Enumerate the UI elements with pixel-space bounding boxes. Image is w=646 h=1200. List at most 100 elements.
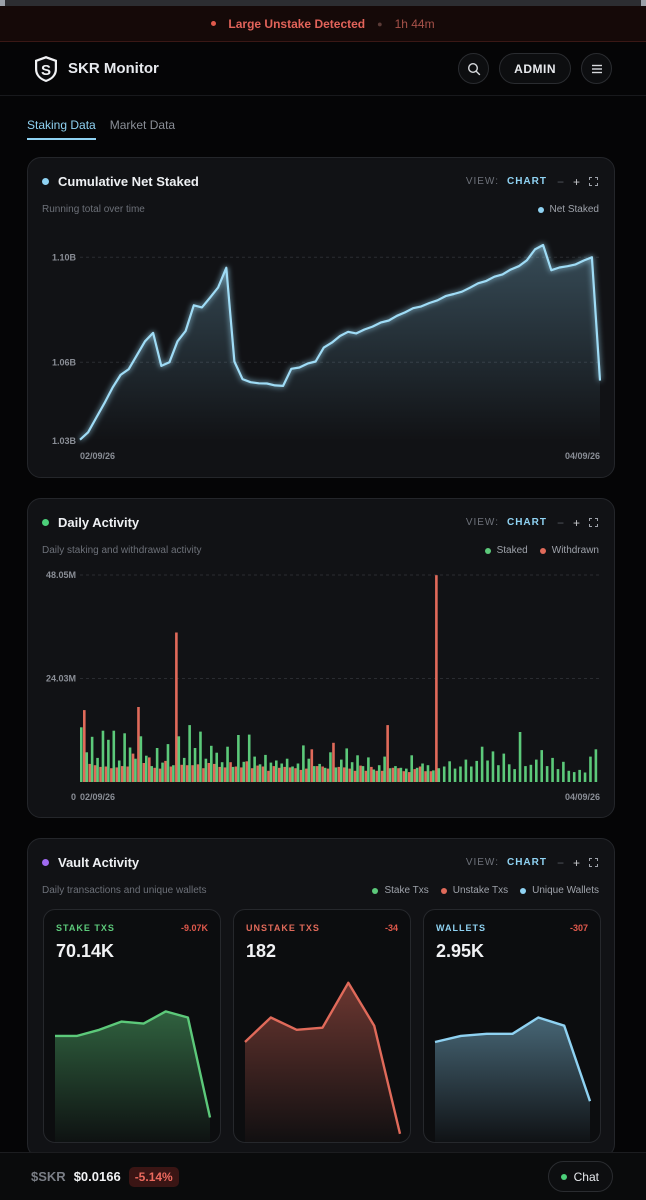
staked-bar bbox=[117, 760, 121, 782]
legend-swatch bbox=[440, 887, 447, 894]
staked-bar bbox=[204, 758, 208, 782]
withdrawn-bar bbox=[88, 763, 92, 782]
zoom-in-button[interactable]: + bbox=[572, 855, 581, 870]
zoom-in-button[interactable]: + bbox=[572, 174, 581, 189]
staked-bar bbox=[535, 759, 538, 782]
withdrawn-bar bbox=[278, 767, 281, 782]
staked-bar bbox=[361, 766, 365, 782]
staked-bar bbox=[291, 766, 294, 782]
price-change-badge: -5.14% bbox=[128, 1166, 179, 1187]
staked-bar bbox=[383, 756, 386, 782]
staked-bar bbox=[372, 769, 376, 782]
y-tick-label: 48.05M bbox=[46, 570, 76, 580]
chat-button[interactable]: Chat bbox=[547, 1161, 613, 1192]
card-title: Daily Activity bbox=[58, 515, 140, 530]
zoom-out-button[interactable]: − bbox=[556, 515, 565, 530]
withdrawn-bar bbox=[375, 770, 379, 782]
alert-text: Large Unstake Detected bbox=[228, 16, 366, 31]
withdrawn-bar bbox=[386, 725, 389, 782]
card-subtitle: Running total over time bbox=[42, 204, 145, 215]
card-title: Cumulative Net Staked bbox=[58, 174, 199, 189]
withdrawn-bar bbox=[310, 749, 314, 782]
withdrawn-bar bbox=[256, 765, 259, 782]
fullscreen-icon[interactable] bbox=[589, 177, 598, 186]
staked-bar bbox=[172, 765, 175, 782]
withdrawn-bar bbox=[315, 766, 319, 782]
tab-market-data[interactable]: Market Data bbox=[109, 118, 176, 132]
alert-banner[interactable]: Large Unstake Detected ● 1h 44m bbox=[0, 6, 646, 42]
staked-bar bbox=[377, 765, 381, 782]
withdrawn-bar bbox=[120, 766, 124, 782]
staked-bar bbox=[545, 766, 549, 782]
zoom-out-button[interactable]: − bbox=[556, 855, 565, 870]
tab-staking-data[interactable]: Staking Data bbox=[27, 118, 96, 140]
legend-swatch bbox=[537, 206, 544, 213]
unstake-txs-panel[interactable]: UNSTAKE TXS -34 182 bbox=[233, 909, 411, 1143]
withdrawn-bar bbox=[294, 768, 297, 782]
staked-bar bbox=[253, 756, 256, 782]
card-title: Vault Activity bbox=[58, 855, 140, 870]
staked-bar bbox=[226, 746, 229, 782]
view-controls: VIEW: CHART − + bbox=[466, 175, 598, 189]
fullscreen-icon[interactable] bbox=[589, 518, 598, 527]
staked-bar bbox=[340, 759, 343, 782]
net-staked-area bbox=[80, 245, 600, 441]
staked-bar bbox=[453, 768, 457, 782]
withdrawn-bar bbox=[104, 766, 108, 782]
zoom-in-button[interactable]: + bbox=[572, 515, 581, 530]
staked-bar bbox=[166, 744, 170, 782]
withdrawn-bar bbox=[418, 766, 422, 782]
withdrawn-bar bbox=[332, 742, 335, 782]
daily-activity-chart: 48.05M 24.03M 0 02/09/26 04/09/26 bbox=[46, 570, 600, 802]
withdrawn-bar bbox=[267, 770, 270, 782]
staked-bar bbox=[188, 725, 191, 782]
staked-bar bbox=[405, 768, 408, 782]
admin-button[interactable]: ADMIN bbox=[499, 53, 571, 84]
legend-swatch bbox=[539, 547, 546, 554]
staked-bar bbox=[350, 762, 354, 782]
view-mode-toggle[interactable]: CHART bbox=[506, 857, 547, 868]
search-button[interactable] bbox=[458, 53, 490, 84]
mini-delta: -34 bbox=[384, 923, 398, 933]
staked-bar bbox=[529, 764, 533, 782]
withdrawn-bar bbox=[137, 707, 140, 782]
staked-bar bbox=[329, 752, 332, 782]
withdrawn-bar bbox=[370, 766, 373, 782]
stake-txs-panel[interactable]: STAKE TXS -9.07K 70.14K bbox=[43, 909, 221, 1143]
fullscreen-icon[interactable] bbox=[589, 858, 598, 867]
staked-bar bbox=[464, 759, 468, 782]
wallets-panel[interactable]: WALLETS -307 2.95K bbox=[423, 909, 601, 1143]
x-tick-label: 04/09/26 bbox=[565, 792, 600, 802]
menu-button[interactable] bbox=[581, 53, 612, 84]
staked-bar bbox=[177, 736, 181, 782]
mini-value: 182 bbox=[246, 941, 277, 961]
withdrawn-bar bbox=[391, 767, 395, 782]
alert-time: 1h 44m bbox=[394, 16, 435, 31]
zoom-out-button[interactable]: − bbox=[556, 174, 565, 189]
staked-bar bbox=[497, 765, 500, 782]
mini-label: UNSTAKE TXS bbox=[246, 923, 320, 933]
staked-bar bbox=[199, 731, 202, 782]
x-tick-label: 04/09/26 bbox=[565, 451, 600, 461]
y-tick-label: 1.06B bbox=[52, 357, 77, 367]
y-tick-label: 1.03B bbox=[52, 436, 77, 446]
staked-bar bbox=[399, 767, 403, 782]
view-controls: VIEW: CHART − + bbox=[466, 516, 598, 530]
staked-bar bbox=[242, 761, 246, 782]
withdrawn-bar bbox=[153, 767, 157, 782]
vault-activity-card: Vault Activity VIEW: CHART − + Daily tra… bbox=[27, 838, 615, 1158]
chart-legend: Net Staked bbox=[537, 204, 599, 215]
staked-bar bbox=[415, 767, 419, 782]
mini-delta: -9.07K bbox=[180, 923, 208, 933]
chat-label: Chat bbox=[573, 1169, 599, 1184]
withdrawn-bar bbox=[213, 763, 216, 782]
staked-bar bbox=[578, 769, 581, 782]
withdrawn-bar bbox=[83, 710, 86, 782]
staked-bar bbox=[90, 736, 94, 782]
view-controls: VIEW: CHART − + bbox=[466, 856, 598, 870]
withdrawn-bar bbox=[424, 771, 427, 782]
withdrawn-bar bbox=[288, 767, 292, 782]
withdrawn-bar bbox=[191, 765, 194, 782]
view-mode-toggle[interactable]: CHART bbox=[506, 176, 547, 187]
view-mode-toggle[interactable]: CHART bbox=[506, 517, 547, 528]
